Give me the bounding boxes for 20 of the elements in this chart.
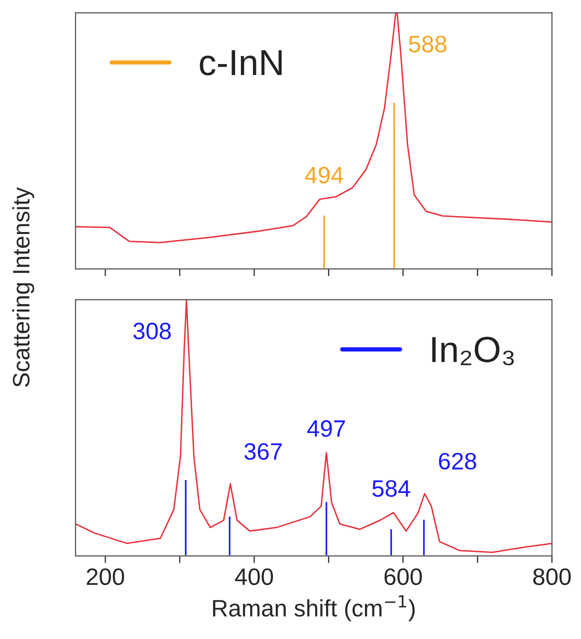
- x-tick-label: 400: [235, 568, 273, 586]
- annotation: 588: [408, 36, 446, 52]
- legend-label: In₂O₃: [432, 336, 514, 366]
- annotation: 367: [244, 443, 282, 460]
- bar: [184, 478, 188, 556]
- x-tick-label: 600: [384, 568, 422, 586]
- bar: [422, 518, 426, 556]
- x-axis-title: Raman shift (cm$^{−1}$): [213, 595, 415, 622]
- annotation: 584: [372, 480, 410, 497]
- bar: [324, 500, 329, 556]
- legend-label: c-InN: [200, 50, 282, 76]
- annotation: 497: [307, 420, 345, 437]
- x-tick-label: 800: [533, 568, 571, 586]
- annotation: 494: [305, 166, 344, 184]
- annotation: 628: [439, 452, 476, 470]
- y-axis-title: Scattering Intensity: [12, 187, 34, 387]
- bar: [388, 528, 394, 556]
- x-tick-label: 200: [86, 568, 124, 586]
- annotation: 308: [133, 322, 171, 340]
- bar: [227, 515, 232, 556]
